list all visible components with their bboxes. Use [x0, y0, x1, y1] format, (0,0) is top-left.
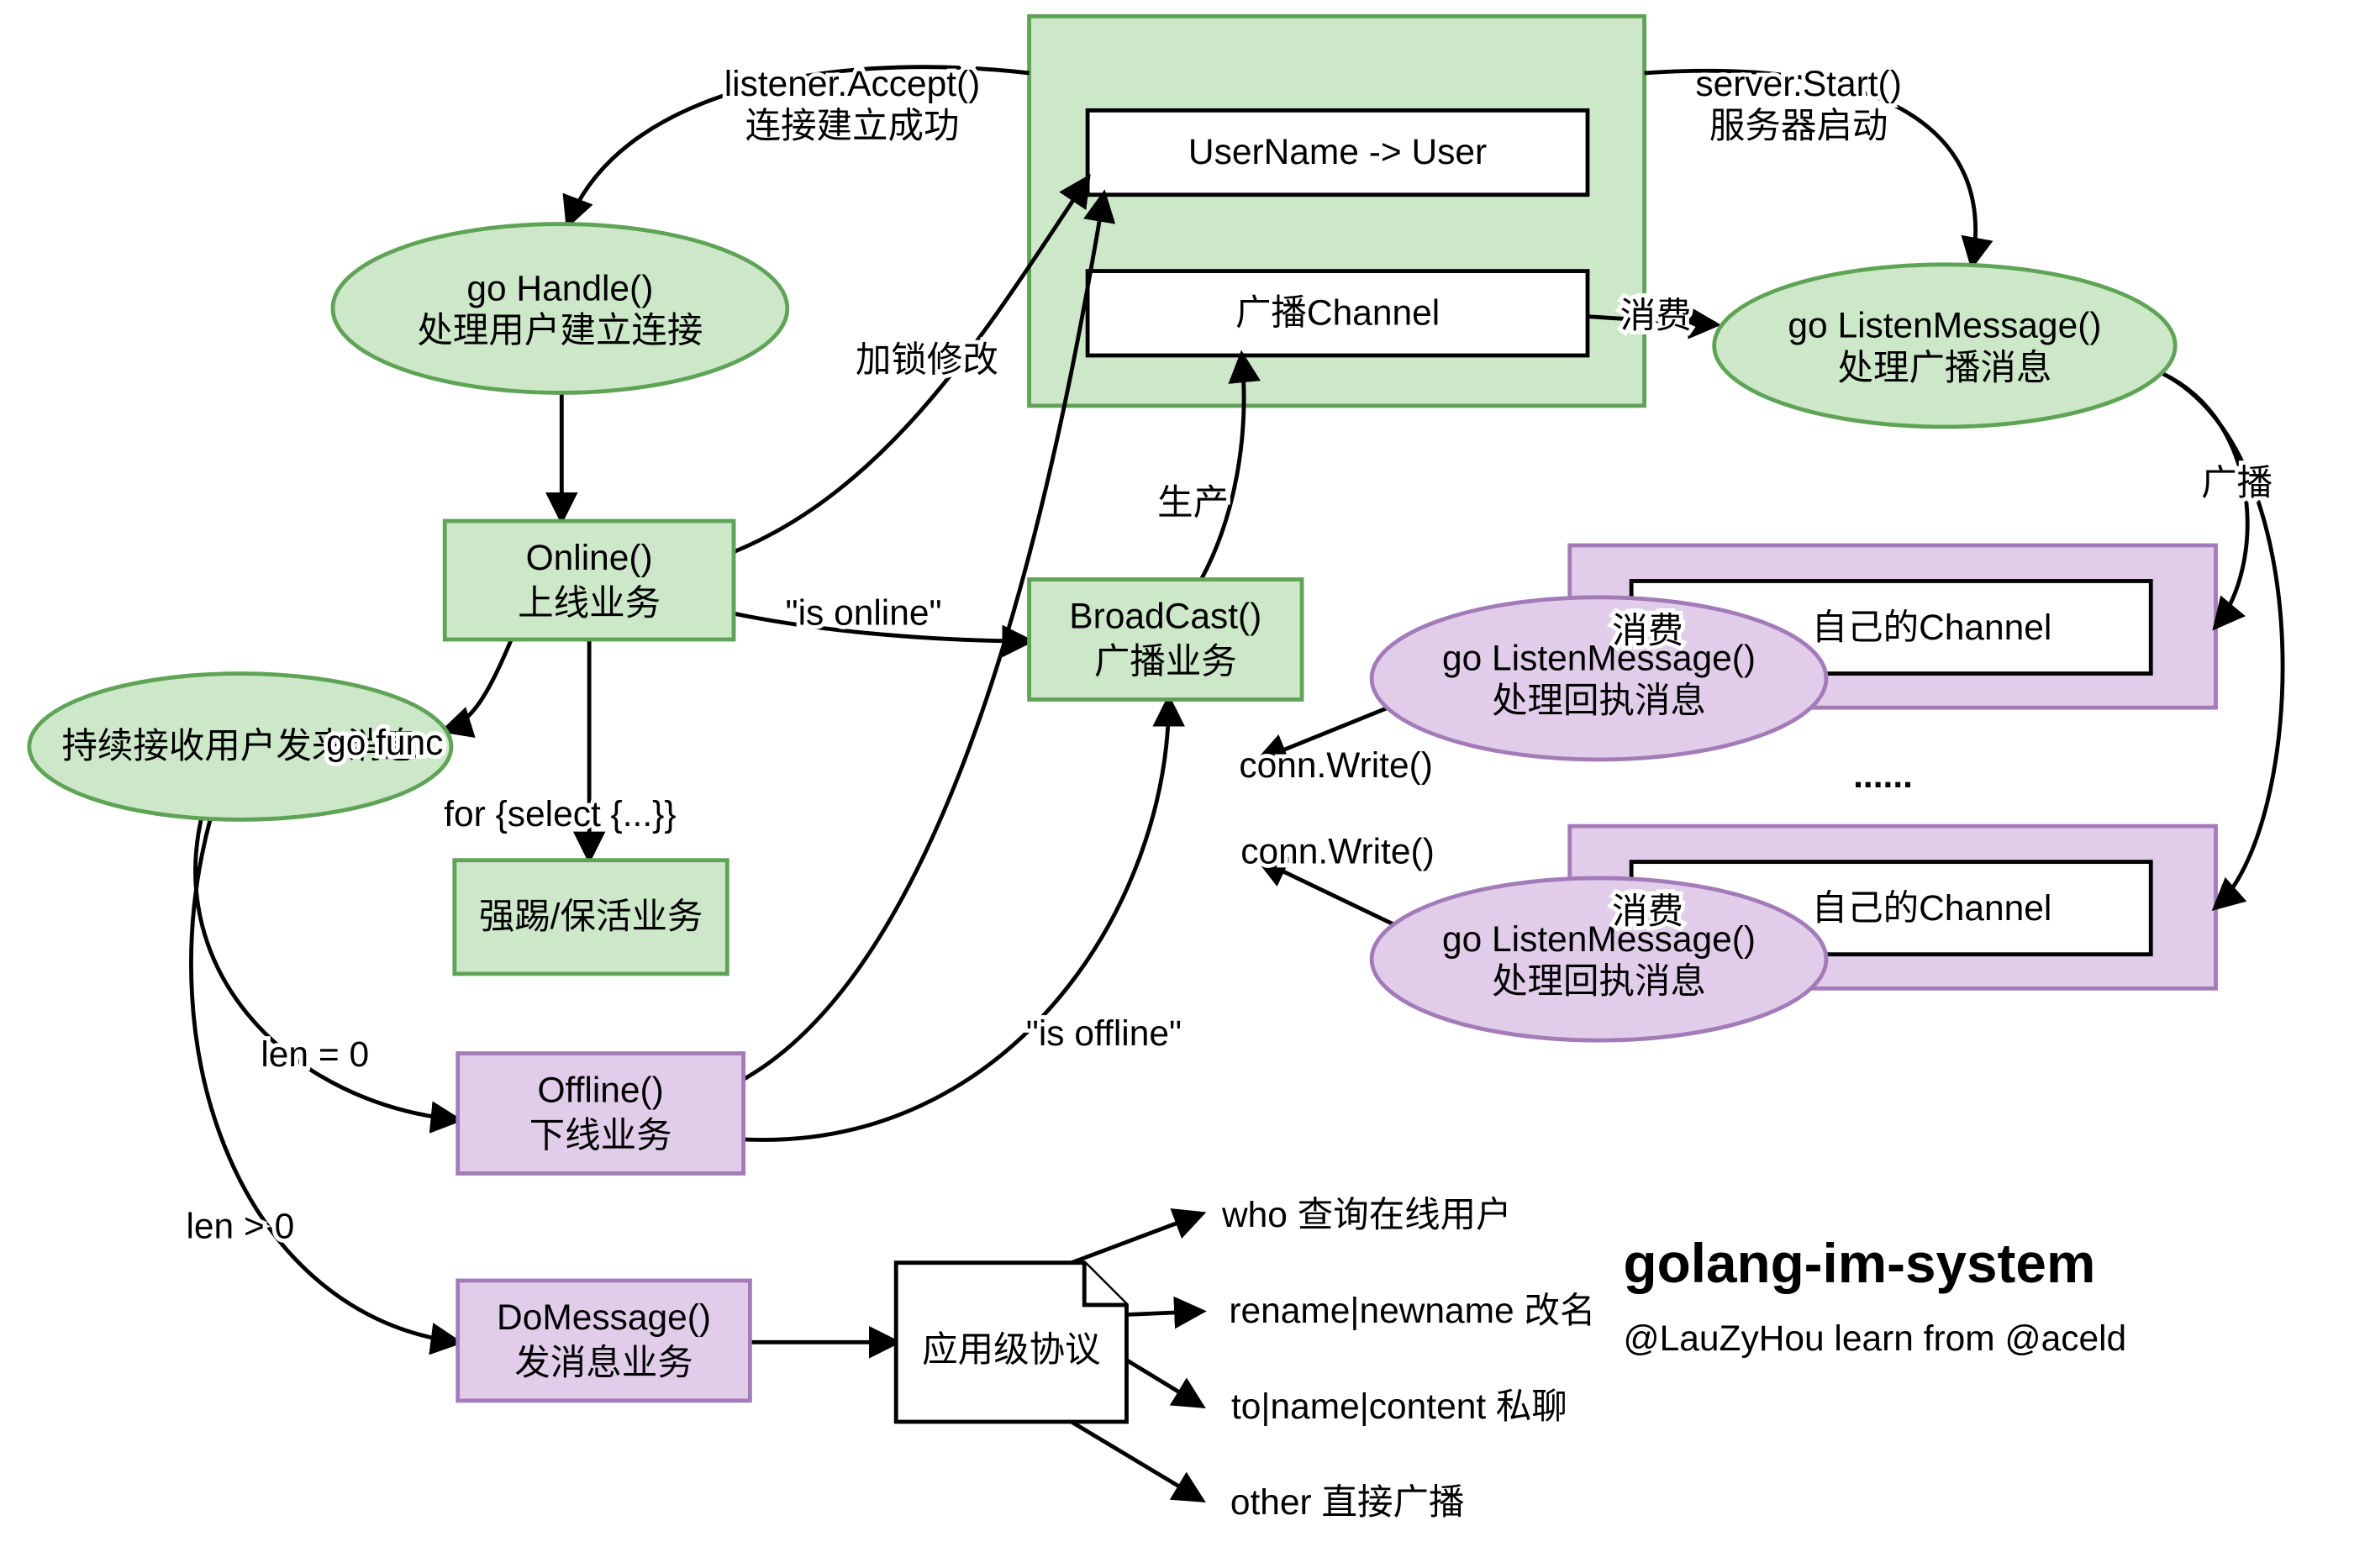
edge-e_doc_rename	[1126, 1312, 1201, 1315]
edge-label-e_user1_connwrite-0: conn.Write()	[1239, 746, 1433, 786]
edge-label-e_recv_len0-0: len = 0	[261, 1035, 369, 1075]
listen-broadcast-label-2: 处理广播消息	[1837, 349, 2051, 388]
edge-label-e_offline_isoffline-0: "is offline"	[1026, 1014, 1182, 1054]
dots-label: ......	[1853, 756, 1913, 796]
edge-e_offline_isoffline	[744, 699, 1169, 1139]
go-handle-label-2: 处理用户建立连接	[417, 312, 703, 351]
edge-label-e_online_forselect-0: for {select {...}}	[444, 795, 676, 834]
user-channel-label-1: 自己的Channel	[1812, 608, 2052, 648]
domessage-label-2: 发消息业务	[514, 1344, 693, 1383]
document-label: 应用级协议	[922, 1331, 1100, 1371]
go-handle-label-1: go Handle()	[466, 269, 653, 308]
edge-label-e_broadcast_produce-0: 生产	[1157, 483, 1229, 523]
edge-label-e_server_to_listen-0: server.Start()	[1695, 65, 1902, 104]
diagram-title: golang-im-system	[1624, 1233, 2096, 1294]
edge-label-e_doc_other-0: other 直接广播	[1230, 1483, 1465, 1523]
diagram-subtitle: @LauZyHou learn from @aceld	[1624, 1319, 2127, 1359]
edge-label-e_listenbcast_to_user1-0: 广播	[2201, 464, 2273, 503]
edge-e_doc_other	[1072, 1422, 1202, 1500]
online-label-1: Online()	[526, 539, 653, 578]
listen-broadcast-label-1: go ListenMessage()	[1788, 307, 2101, 346]
edge-label-e_doc_rename-0: rename|newname 改名	[1229, 1292, 1595, 1331]
diagram-canvas: UserName -> User 广播Channel 自己的Channel 自己…	[0, 0, 2370, 1568]
user-listen-1-label-2: 处理回执消息	[1492, 681, 1706, 721]
edge-label-e_server_to_listen-1: 服务器启动	[1709, 107, 1888, 146]
edge-label-e_chan_consume-0: 消费	[1620, 297, 1692, 336]
edge-e_doc_who	[1072, 1214, 1202, 1263]
edge-label-e_server_to_handle-0: listener.Accept()	[724, 65, 981, 104]
edge-label-e_user2_connwrite-0: conn.Write()	[1240, 833, 1435, 872]
server-usermap-label: UserName -> User	[1188, 133, 1487, 172]
user-listen-2-label-2: 处理回执消息	[1492, 962, 1706, 1002]
edge-label-e_online_isonline-0: "is online"	[786, 594, 942, 634]
edge-e_online_gofunc	[445, 639, 511, 730]
user-listen-1-label-1: go ListenMessage()	[1442, 639, 1756, 679]
edge-label-e_recv_lengt0-0: len > 0	[186, 1208, 294, 1247]
edge-label-e_doc_who-0: who 查询在线用户	[1221, 1196, 1512, 1235]
broadcast-label-2: 广播业务	[1094, 643, 1237, 682]
broadcast-label-1: BroadCast()	[1069, 597, 1261, 636]
user-channel-label-2: 自己的Channel	[1812, 889, 2052, 929]
offline-label-2: 下线业务	[529, 1117, 672, 1156]
edge-label-e_server_to_handle-1: 连接建立成功	[745, 107, 960, 146]
server-channel-label: 广播Channel	[1235, 293, 1440, 333]
kick-keep-label: 强踢/保活业务	[479, 897, 703, 937]
edge-label-e_user2_consume-0: 消费	[1612, 892, 1683, 932]
edge-e_doc_to	[1126, 1360, 1201, 1406]
edge-label-e_online_lock-0: 加锁修改	[856, 340, 998, 380]
user-listen-2-label-1: go ListenMessage()	[1442, 920, 1756, 960]
edge-label-e_user1_consume-0: 消费	[1612, 612, 1683, 651]
edge-label-e_doc_to-0: to|name|content 私聊	[1231, 1387, 1567, 1427]
online-label-2: 上线业务	[518, 584, 661, 624]
offline-label-1: Offline()	[537, 1071, 663, 1110]
edge-label-e_online_gofunc-0: go func	[326, 723, 443, 763]
domessage-label-1: DoMessage()	[497, 1298, 711, 1338]
